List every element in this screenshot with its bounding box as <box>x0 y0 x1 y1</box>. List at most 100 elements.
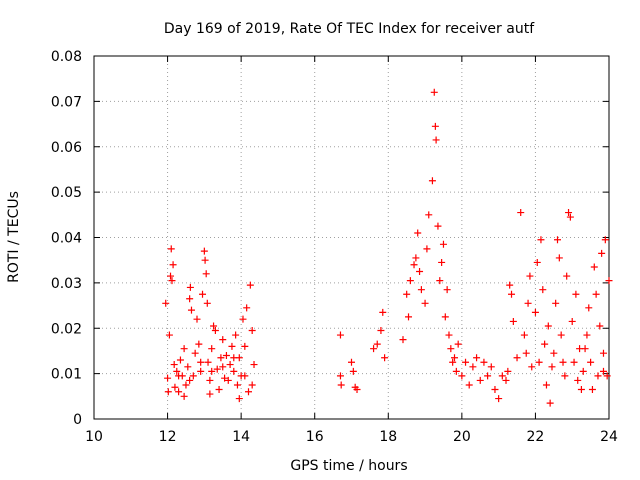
data-point <box>572 290 580 298</box>
data-point <box>189 372 197 380</box>
data-point <box>476 376 484 384</box>
data-point <box>202 270 210 278</box>
x-tick-label: 10 <box>85 429 103 445</box>
data-point <box>246 281 254 289</box>
data-point <box>175 372 183 380</box>
data-point <box>445 331 453 339</box>
data-point <box>180 392 188 400</box>
data-point <box>570 358 578 366</box>
data-point <box>197 358 205 366</box>
data-point <box>587 358 595 366</box>
data-point <box>537 236 545 244</box>
data-point <box>554 236 561 244</box>
data-point <box>224 376 232 384</box>
x-tick-label: 14 <box>232 429 250 445</box>
data-point <box>451 354 458 362</box>
data-point <box>541 340 549 348</box>
data-point <box>230 367 238 375</box>
data-point <box>531 308 539 316</box>
data-point <box>412 254 420 262</box>
data-point <box>517 209 525 217</box>
data-point <box>432 136 440 144</box>
data-point <box>590 263 598 271</box>
axis-ticks: 10 12 14 16 18 20 22 24 0 0.01 0.02 0.03 0.04 0.05 0.0… <box>51 49 618 445</box>
data-point <box>186 283 194 291</box>
data-point <box>546 399 554 407</box>
data-point <box>487 363 495 371</box>
data-point <box>217 354 225 362</box>
data-point <box>491 386 499 394</box>
y-tick-label: 0.03 <box>51 276 82 292</box>
data-point <box>563 272 571 280</box>
data-point <box>568 317 576 325</box>
data-point <box>215 386 223 394</box>
data-point <box>197 367 205 375</box>
data-point <box>243 304 251 312</box>
data-point <box>377 327 385 335</box>
data-point <box>601 236 609 244</box>
data-point <box>235 395 243 403</box>
data-point <box>206 376 214 384</box>
data-point <box>526 272 534 280</box>
data-point <box>439 240 447 248</box>
data-point <box>565 209 573 217</box>
data-point <box>180 345 188 353</box>
data-point <box>566 213 574 221</box>
data-point <box>522 349 530 357</box>
y-tick-label: 0.07 <box>51 94 82 110</box>
data-point <box>336 331 344 339</box>
data-point <box>552 299 560 307</box>
y-tick-label: 0 <box>73 412 82 428</box>
data-point <box>557 331 565 339</box>
data-point <box>524 299 532 307</box>
data-point <box>458 372 466 380</box>
data-point <box>550 349 558 357</box>
data-point <box>594 372 602 380</box>
data-point <box>416 268 424 276</box>
data-point <box>169 261 177 269</box>
data-point <box>559 358 567 366</box>
data-point <box>219 363 227 371</box>
data-point <box>165 331 173 339</box>
data-point <box>182 381 190 389</box>
data-point <box>462 358 470 366</box>
data-point <box>421 299 429 307</box>
data-point <box>233 381 241 389</box>
data-point <box>379 308 387 316</box>
grid-lines <box>94 56 609 419</box>
data-point <box>533 258 541 266</box>
data-point <box>577 386 585 394</box>
y-tick-label: 0.08 <box>51 49 82 65</box>
data-point <box>410 261 418 269</box>
data-point <box>241 372 249 380</box>
data-point <box>528 363 536 371</box>
data-point <box>434 222 442 230</box>
data-point <box>449 358 457 366</box>
data-point <box>603 372 611 380</box>
data-point <box>504 367 512 375</box>
data-point <box>170 361 178 369</box>
chart-title: Day 169 of 2019, Rate Of TEC Index for r… <box>164 21 535 37</box>
x-tick-label: 18 <box>379 429 397 445</box>
data-point <box>605 277 613 285</box>
data-point <box>168 277 176 285</box>
data-point <box>353 386 361 394</box>
data-point <box>226 361 234 369</box>
data-point <box>579 367 587 375</box>
data-point <box>469 363 477 371</box>
data-point <box>164 374 172 382</box>
data-point <box>581 345 589 353</box>
x-axis-label: GPS time / hours <box>290 458 407 474</box>
x-tick-label: 24 <box>600 429 618 445</box>
data-point <box>513 354 521 362</box>
data-point <box>452 367 460 375</box>
data-point <box>465 381 473 389</box>
data-point <box>336 372 344 380</box>
data-point <box>195 340 203 348</box>
data-point <box>167 272 175 280</box>
y-tick-label: 0.06 <box>51 140 82 156</box>
data-point <box>454 340 462 348</box>
data-point <box>184 363 192 371</box>
data-point <box>423 245 431 253</box>
data-point <box>417 286 425 294</box>
